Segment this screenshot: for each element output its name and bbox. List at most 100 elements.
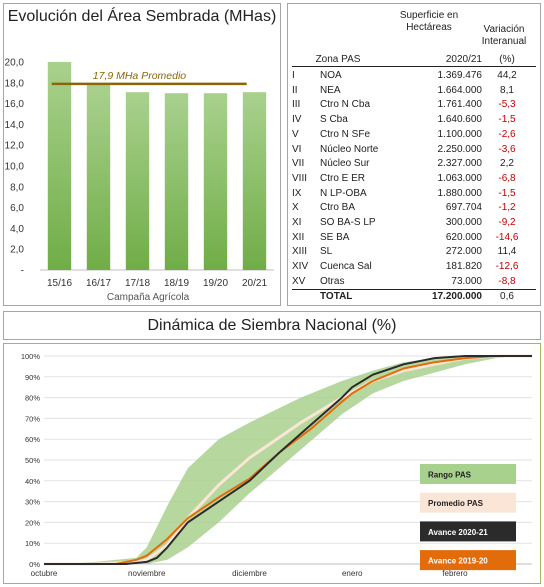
sowing-chart-title-panel: Dinámica de Siembra Nacional (%) xyxy=(3,311,541,340)
bar-18-19 xyxy=(164,93,189,270)
header-unit: (%) xyxy=(499,54,515,65)
line-y-tick-label: 80% xyxy=(25,394,40,403)
line-y-tick-label: 50% xyxy=(25,456,40,465)
line-chart: 0% 10% 20% 30% 40% 50% 60% 70% 80% 90% 100% octubr… xyxy=(21,352,532,578)
line-y-tick-label: 70% xyxy=(25,414,40,423)
table-row: IV S Cba 1.640.600 -1,5 xyxy=(288,112,542,127)
bar-15-16 xyxy=(47,62,72,270)
zone-name: N LP-OBA xyxy=(320,187,367,199)
zone-name: S Cba xyxy=(320,114,348,126)
zone-variacion: -12,6 xyxy=(495,261,519,273)
bar-x-tick-label: 19/20 xyxy=(203,278,228,289)
bar-chart: - 2,0 4,0 6,0 8,0 10,0 12,0 14,0 16,0 18,0 20,0 15… xyxy=(5,58,274,303)
header-divider xyxy=(292,66,536,67)
zone-superficie: 1.761.400 xyxy=(437,99,483,111)
zone-superficie: 1.664.000 xyxy=(437,84,483,96)
header-superficie: Superficie en Hectáreas xyxy=(399,10,459,33)
legend-avance-2020-21-swatch xyxy=(420,521,516,542)
zone-variacion: 44,2 xyxy=(497,70,517,81)
total-row: TOTAL 17.200.000 0,6 xyxy=(288,289,542,304)
zone-variacion: -1,2 xyxy=(498,202,516,214)
zone-superficie: 1.100.000 xyxy=(437,128,483,140)
zone-name: NOA xyxy=(320,70,342,81)
bar-20-21 xyxy=(242,92,267,270)
zone-name: SO BA-S LP xyxy=(320,217,376,228)
table-row: X Ctro BA 697.704 -1,2 xyxy=(288,200,542,215)
bar-x-tick-label: 15/16 xyxy=(47,278,72,289)
zone-superficie: 73.000 xyxy=(451,275,482,287)
zone-variacion: -5,3 xyxy=(498,99,516,111)
bar-17-18 xyxy=(125,92,150,270)
bar-y-tick-label: 12,0 xyxy=(5,141,25,152)
zone-name: Ctro N Cba xyxy=(320,99,371,111)
series-promedio-pas xyxy=(44,354,532,566)
table-row: XII SE BA 620.000 -14,6 xyxy=(288,230,542,245)
table-row: V Ctro N SFe 1.100.000 -2,6 xyxy=(288,127,542,142)
header-variacion: Variación Interanual xyxy=(481,24,527,47)
zone-variacion: -14,6 xyxy=(495,231,519,243)
zone-name: Ctro BA xyxy=(320,202,356,214)
zone-name: Cuenca Sal xyxy=(320,261,372,273)
table-row: XI SO BA-S LP 300.000 -9,2 xyxy=(288,215,542,230)
legend-rango-pas-label: Rango PAS xyxy=(428,471,472,480)
legend: Rango PAS Promedio PAS Avance 2020-21 Avanc… xyxy=(420,464,516,571)
zone-name: Núcleo Norte xyxy=(320,143,379,155)
legend-avance-2019-20-swatch xyxy=(420,550,516,571)
header-zona: Zona PAS xyxy=(315,54,361,65)
table-row: XV Otras 73.000 -8,8 xyxy=(288,274,542,289)
line-y-tick-label: 20% xyxy=(25,518,40,527)
line-y-tick-label: 90% xyxy=(25,373,40,382)
zone-number: I xyxy=(292,70,295,81)
bar-y-tick-label: 16,0 xyxy=(5,99,25,110)
bar-16-17 xyxy=(86,84,111,270)
bar-x-tick-label: 18/19 xyxy=(164,278,189,289)
line-y-tick-label: 30% xyxy=(25,498,40,507)
zone-variacion: -2,6 xyxy=(498,128,516,140)
legend-promedio-pas-label: Promedio PAS xyxy=(428,499,484,508)
line-y-tick-label: 40% xyxy=(25,477,40,486)
zone-number: VI xyxy=(292,143,302,155)
zone-superficie: 1.880.000 xyxy=(437,187,483,199)
total-superficie: 17.200.000 xyxy=(431,291,482,302)
table-row: XIII SL 272.000 11,4 xyxy=(288,244,542,259)
line-y-tick-label: 0% xyxy=(29,560,40,569)
zone-number: III xyxy=(292,99,301,111)
table-row: II NEA 1.664.000 8,1 xyxy=(288,83,542,98)
area-sown-chart-panel: Evolución del Área Sembrada (MHas) - 2,0 4… xyxy=(3,3,281,306)
zone-number: IV xyxy=(292,114,302,126)
zone-number: XIII xyxy=(292,246,308,258)
zone-superficie: 272.000 xyxy=(445,246,482,258)
table-row: IX N LP-OBA 1.880.000 -1,5 xyxy=(288,186,542,201)
zone-superficie: 2.327.000 xyxy=(437,158,483,170)
zone-number: X xyxy=(292,202,299,214)
bar-y-tick-label: 2,0 xyxy=(10,245,24,256)
total-divider-top xyxy=(292,289,536,290)
zone-name: NEA xyxy=(320,84,341,96)
zone-superficie: 300.000 xyxy=(445,217,482,228)
line-series xyxy=(44,354,532,566)
zone-number: VII xyxy=(292,158,305,170)
zone-superficie: 1.063.000 xyxy=(437,172,483,184)
zone-variacion: 2,2 xyxy=(500,158,514,170)
legend-avance-2020-21-label: Avance 2020-21 xyxy=(428,528,488,537)
average-reference: 17,9 MHa Promedio xyxy=(51,70,247,86)
zone-number: XI xyxy=(292,217,302,228)
bar-y-tick-label: 4,0 xyxy=(10,224,24,235)
bar-x-tick-label: 16/17 xyxy=(86,278,111,289)
line-y-tick-label: 60% xyxy=(25,435,40,444)
bar-y-tick-label: 18,0 xyxy=(5,78,25,89)
bar-y-axis: - 2,0 4,0 6,0 8,0 10,0 12,0 14,0 16,0 18,0 20,0 xyxy=(5,58,274,277)
line-x-tick-label: febrero xyxy=(442,569,468,578)
line-y-tick-label: 10% xyxy=(25,539,40,548)
zone-variacion: -1,5 xyxy=(498,114,516,126)
legend-avance-2019-20-label: Avance 2019-20 xyxy=(428,557,488,566)
zone-number: XII xyxy=(292,231,305,243)
zone-name: Ctro N SFe xyxy=(320,128,371,140)
zone-number: V xyxy=(292,128,299,140)
bar-y-tick-label: 14,0 xyxy=(5,120,25,131)
series-avance-2019-20 xyxy=(44,355,532,565)
zones-table-panel: Superficie en Hectáreas Variación Intera… xyxy=(287,3,541,306)
zone-superficie: 2.250.000 xyxy=(437,143,483,155)
zone-superficie: 620.000 xyxy=(445,231,482,243)
zone-superficie: 1.640.600 xyxy=(437,114,483,126)
